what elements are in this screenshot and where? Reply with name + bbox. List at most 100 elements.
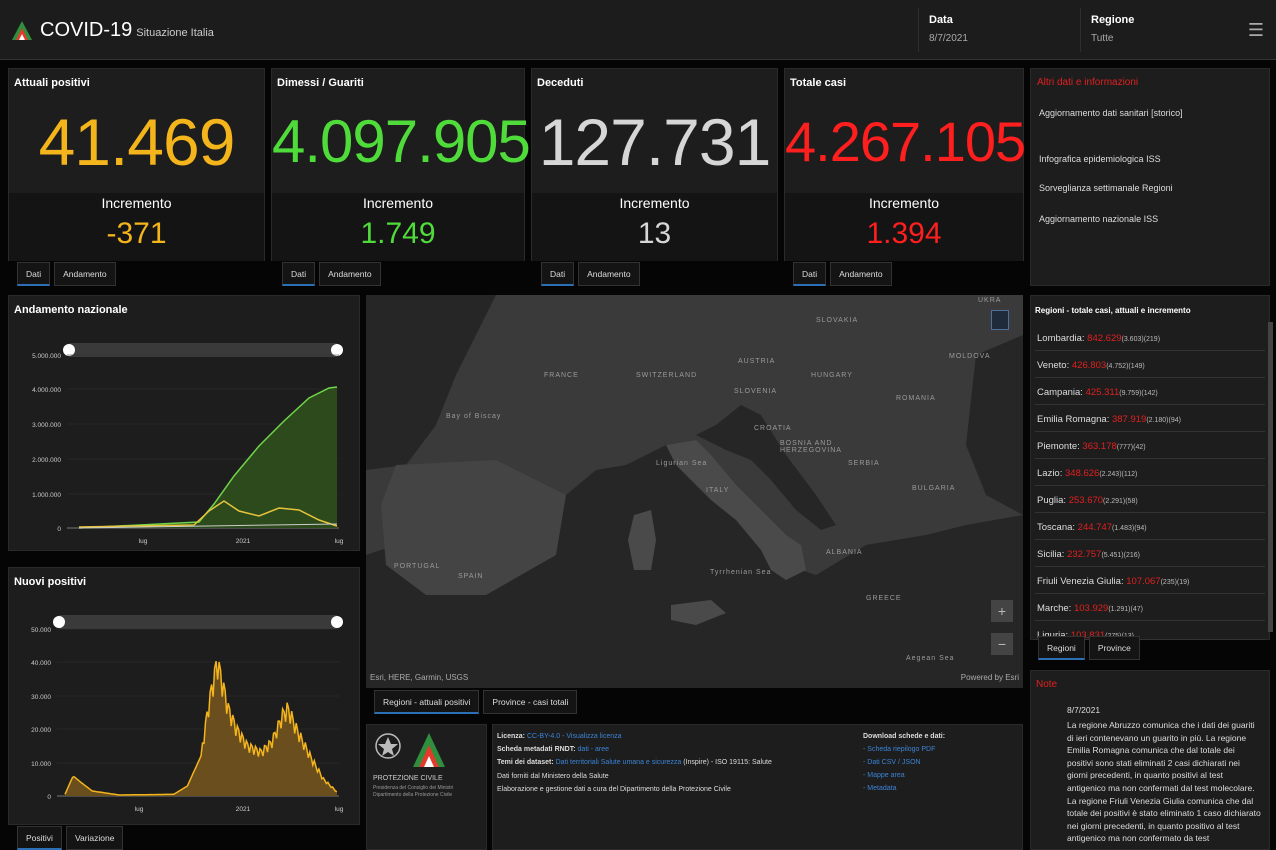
download-title: Download schede e dati: <box>863 733 946 740</box>
metadata-link[interactable]: dati - aree <box>577 746 610 753</box>
region-row[interactable]: Campania: 425.311(9.759)(142) <box>1035 381 1265 405</box>
license-panel: Licenza: CC-BY-4.0 - Visualizza licenza … <box>492 724 1023 850</box>
map-canvas[interactable] <box>366 295 1023 688</box>
range-slider-handle-right[interactable] <box>331 616 343 628</box>
tab-andamento[interactable]: Andamento <box>578 262 640 286</box>
app-title-text: COVID-19 <box>40 19 133 41</box>
map-label: SERBIA <box>848 460 880 467</box>
range-slider-handle-left[interactable] <box>53 616 65 628</box>
kpi-increment-value: 13 <box>637 217 672 250</box>
italy-map[interactable]: FRANCE SWITZERLAND AUSTRIA HUNGARY SLOVA… <box>366 295 1023 688</box>
layer-list-icon[interactable] <box>991 310 1009 330</box>
tab-dati[interactable]: Dati <box>17 262 51 286</box>
region-row[interactable]: Piemonte: 363.178(777)(42) <box>1035 435 1265 459</box>
zoom-out-icon[interactable]: − <box>991 633 1013 655</box>
download-link[interactable]: - Metadata <box>863 785 897 792</box>
region-row[interactable]: Emilia Romagna: 387.919(2.180)(94) <box>1035 408 1265 432</box>
kpi-attuali-positivi: Attuali positivi 41.469 Incremento -371 <box>8 68 265 261</box>
adriatic-sea <box>696 405 836 530</box>
themes-line: Temi dei dataset: Dati territoriali Salu… <box>497 759 772 766</box>
tab-province[interactable]: Province <box>1088 636 1140 660</box>
map-label: BULGARIA <box>912 485 956 492</box>
y-tick: 50.000 <box>31 627 51 634</box>
region-row[interactable]: Toscana: 244.747(1.483)(94) <box>1035 516 1265 540</box>
kpi-tabs-1: Dati Andamento <box>17 262 116 286</box>
region-row[interactable]: Veneto: 426.803(4.752)(149) <box>1035 354 1265 378</box>
region-row[interactable]: Friuli Venezia Giulia: 107.067(235)(19) <box>1035 570 1265 594</box>
deceduti-line <box>78 523 338 529</box>
data-source-text: Dati forniti dal Ministero della Salute <box>497 773 609 780</box>
info-link-sorveglianza[interactable]: Sorveglianza settimanale Regioni <box>1039 183 1173 193</box>
info-link-aggiornamento-iss[interactable]: Aggiornamento nazionale ISS <box>1039 214 1159 224</box>
tab-variazione[interactable]: Variazione <box>65 826 124 850</box>
info-panel: Altri dati e informazioni Aggiornamento … <box>1030 68 1270 286</box>
regions-title: Regioni - totale casi, attuali e increme… <box>1035 306 1191 315</box>
y-tick: 1.000.000 <box>32 492 61 499</box>
download-link[interactable]: - Mappe area <box>863 772 905 779</box>
range-slider-track[interactable] <box>59 615 337 629</box>
kpi-increment-value: 1.749 <box>360 217 436 250</box>
map-label: ROMANIA <box>896 395 936 402</box>
tab-province-casi-totali[interactable]: Province - casi totali <box>483 690 578 714</box>
tab-andamento[interactable]: Andamento <box>830 262 892 286</box>
map-label: Tyrrhenian Sea <box>710 569 772 576</box>
download-link[interactable]: - Dati CSV / JSON <box>863 759 921 766</box>
region-row[interactable]: Lombardia: 842.629(3.603)(219) <box>1035 327 1265 351</box>
tab-dati[interactable]: Dati <box>541 262 575 286</box>
region-value: Tutte <box>1091 33 1114 44</box>
region-row[interactable]: Marche: 103.929(1.291)(47) <box>1035 597 1265 621</box>
kpi-increment-area <box>532 193 777 261</box>
map-label: Bay of Biscay <box>446 413 502 420</box>
tab-positivi[interactable]: Positivi <box>17 826 62 850</box>
info-link-aggiornamento-dati[interactable]: Aggiornamento dati sanitari [storico] <box>1039 108 1183 118</box>
map-label: HUNGARY <box>811 372 853 379</box>
range-slider-handle-left[interactable] <box>63 344 75 356</box>
kpi-increment-area <box>9 193 264 261</box>
tab-dati[interactable]: Dati <box>282 262 316 286</box>
map-powered-by[interactable]: Powered by Esri <box>960 673 1019 682</box>
license-line: Licenza: CC-BY-4.0 - Visualizza licenza <box>497 733 622 740</box>
y-tick: 0 <box>47 794 51 801</box>
tab-andamento[interactable]: Andamento <box>54 262 116 286</box>
kpi-increment-label: Incremento <box>101 195 172 211</box>
map-label: Aegean Sea <box>906 655 955 662</box>
mediterranean-sea <box>366 440 1023 688</box>
map-label: Ligurian Sea <box>656 460 708 467</box>
map-label: SLOVENIA <box>734 388 778 395</box>
notes-text: La regione Abruzzo comunica che i dati d… <box>1067 720 1261 844</box>
download-link[interactable]: - Scheda riepilogo PDF <box>863 746 936 753</box>
protezione-civile-logo-icon <box>413 733 445 767</box>
tab-regioni-attuali-positivi[interactable]: Regioni - attuali positivi <box>374 690 480 714</box>
app-subtitle: Situazione Italia <box>136 27 214 39</box>
map-tabs: Regioni - attuali positivi Province - ca… <box>374 690 578 714</box>
region-row[interactable]: Sicilia: 232.757(5.451)(216) <box>1035 543 1265 567</box>
region-row[interactable]: Lazio: 348.626(2.243)(112) <box>1035 462 1265 486</box>
kpi-increment-area <box>272 193 524 261</box>
tab-dati[interactable]: Dati <box>793 262 827 286</box>
nuovi-positivi-chart: 50.000 40.000 30.000 20.000 10.000 0 lug… <box>31 615 344 813</box>
y-tick: 0 <box>57 526 61 533</box>
kpi-increment-area <box>785 193 1023 261</box>
zoom-in-icon[interactable]: + <box>991 600 1013 622</box>
nuovi-tabs: Positivi Variazione <box>17 826 124 850</box>
andamento-chart: 5.000.000 4.000.000 3.000.000 2.000.000 … <box>32 343 344 545</box>
range-slider-track[interactable] <box>69 343 337 357</box>
sicily-island <box>671 600 726 625</box>
tab-regioni[interactable]: Regioni <box>1038 636 1085 660</box>
app-title: COVID-19 Situazione Italia <box>40 19 214 42</box>
andamento-nazionale-panel: Andamento nazionale 5.000.000 4.000.000 … <box>8 295 360 551</box>
range-slider-handle-right[interactable] <box>331 344 343 356</box>
menu-icon[interactable]: ☰ <box>1247 20 1265 40</box>
kpi-title: Totale casi <box>790 77 847 89</box>
license-link[interactable]: CC-BY-4.0 - Visualizza licenza <box>526 733 622 740</box>
tab-andamento[interactable]: Andamento <box>319 262 381 286</box>
date-selector[interactable]: Data 8/7/2021 <box>918 8 1078 52</box>
x-tick: lug <box>139 538 148 545</box>
guariti-area <box>79 387 337 528</box>
region-selector[interactable]: Regione Tutte <box>1080 8 1240 52</box>
x-tick: lug <box>335 538 344 545</box>
map-label: GREECE <box>866 595 902 602</box>
regions-scrollbar[interactable] <box>1268 322 1273 632</box>
info-link-infografica[interactable]: Infografica epidemiologica ISS <box>1039 154 1161 164</box>
region-row[interactable]: Puglia: 253.670(2.291)(58) <box>1035 489 1265 513</box>
